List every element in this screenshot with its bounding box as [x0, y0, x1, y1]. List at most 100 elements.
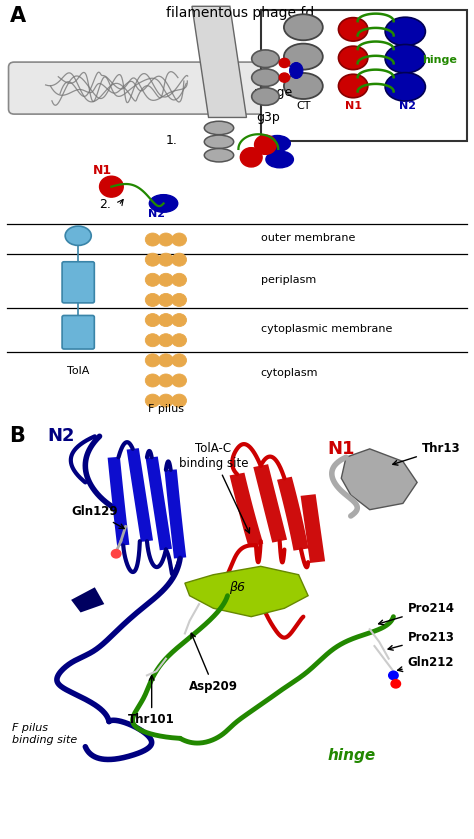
- Text: TolA-C
binding site: TolA-C binding site: [179, 442, 249, 533]
- Circle shape: [158, 394, 173, 407]
- Text: Asp209: Asp209: [189, 633, 238, 692]
- Text: Thr13: Thr13: [393, 442, 460, 465]
- Text: 2.: 2.: [100, 198, 111, 211]
- Circle shape: [279, 59, 290, 68]
- Text: C: C: [74, 231, 82, 241]
- Ellipse shape: [385, 17, 426, 46]
- Text: N2: N2: [47, 427, 75, 446]
- Text: Gln129: Gln129: [71, 505, 124, 529]
- Ellipse shape: [385, 73, 426, 102]
- Text: periplasm: periplasm: [261, 275, 316, 285]
- Polygon shape: [341, 449, 417, 510]
- Text: β6: β6: [229, 581, 245, 594]
- Circle shape: [240, 148, 262, 167]
- FancyBboxPatch shape: [9, 62, 266, 114]
- Ellipse shape: [284, 73, 323, 99]
- Text: g3p: g3p: [256, 112, 280, 124]
- Circle shape: [145, 253, 160, 266]
- Text: N: N: [74, 327, 82, 337]
- Ellipse shape: [290, 62, 303, 78]
- Text: 1.: 1.: [166, 134, 178, 147]
- Polygon shape: [185, 566, 308, 617]
- Circle shape: [279, 73, 290, 82]
- Circle shape: [145, 233, 160, 246]
- Ellipse shape: [338, 46, 368, 70]
- Ellipse shape: [338, 18, 368, 41]
- Ellipse shape: [338, 75, 368, 98]
- Text: N2: N2: [148, 209, 165, 219]
- Ellipse shape: [252, 87, 279, 106]
- FancyBboxPatch shape: [62, 315, 94, 349]
- Circle shape: [172, 253, 187, 266]
- Circle shape: [158, 253, 173, 266]
- Ellipse shape: [264, 136, 290, 152]
- Circle shape: [158, 294, 173, 306]
- Ellipse shape: [252, 69, 279, 86]
- Text: F pilus: F pilus: [148, 404, 184, 414]
- Polygon shape: [277, 477, 309, 550]
- Circle shape: [172, 274, 187, 286]
- Text: N1: N1: [92, 164, 111, 177]
- Bar: [261, 11, 467, 141]
- Circle shape: [172, 233, 187, 246]
- Text: Pro213: Pro213: [388, 631, 455, 650]
- Ellipse shape: [266, 151, 293, 168]
- Ellipse shape: [204, 149, 234, 162]
- Circle shape: [172, 354, 187, 367]
- Text: CT: CT: [296, 101, 310, 111]
- Ellipse shape: [65, 227, 91, 246]
- Circle shape: [158, 314, 173, 326]
- Circle shape: [145, 274, 160, 286]
- Text: cytoplasm: cytoplasm: [261, 368, 318, 378]
- Ellipse shape: [149, 195, 178, 212]
- Circle shape: [389, 671, 398, 680]
- Circle shape: [145, 334, 160, 347]
- Circle shape: [158, 334, 173, 347]
- Circle shape: [158, 274, 173, 286]
- Polygon shape: [108, 456, 129, 546]
- Circle shape: [172, 314, 187, 326]
- Text: TolA: TolA: [67, 367, 90, 376]
- Text: outer membrane: outer membrane: [261, 233, 355, 243]
- Polygon shape: [164, 469, 186, 559]
- Text: B: B: [9, 425, 25, 446]
- Polygon shape: [229, 472, 263, 547]
- Polygon shape: [192, 7, 246, 117]
- Circle shape: [158, 354, 173, 367]
- Circle shape: [172, 294, 187, 306]
- Text: F pilus
binding site: F pilus binding site: [12, 723, 77, 745]
- Ellipse shape: [252, 50, 279, 68]
- Text: M: M: [73, 278, 83, 287]
- Text: Pro214: Pro214: [379, 602, 455, 625]
- Circle shape: [145, 314, 160, 326]
- Circle shape: [255, 135, 276, 154]
- Circle shape: [145, 374, 160, 387]
- Circle shape: [145, 294, 160, 306]
- Circle shape: [158, 233, 173, 246]
- Ellipse shape: [284, 44, 323, 70]
- Circle shape: [100, 176, 123, 197]
- Text: Gln212: Gln212: [398, 656, 454, 671]
- Polygon shape: [146, 456, 172, 550]
- Circle shape: [172, 374, 187, 387]
- Polygon shape: [301, 494, 325, 563]
- Text: N1: N1: [345, 101, 362, 111]
- Text: filamentous phage fd: filamentous phage fd: [166, 7, 314, 20]
- Polygon shape: [127, 448, 153, 542]
- Circle shape: [145, 394, 160, 407]
- Text: Thr101: Thr101: [128, 675, 175, 726]
- Circle shape: [172, 334, 187, 347]
- Circle shape: [111, 550, 121, 558]
- Text: phage: phage: [254, 86, 293, 99]
- Text: hinge: hinge: [422, 55, 457, 65]
- Polygon shape: [253, 464, 287, 543]
- Ellipse shape: [284, 14, 323, 40]
- Polygon shape: [71, 587, 104, 612]
- Ellipse shape: [204, 122, 234, 134]
- FancyBboxPatch shape: [62, 262, 94, 303]
- Text: A: A: [9, 7, 26, 26]
- Text: cytoplasmic membrane: cytoplasmic membrane: [261, 325, 392, 334]
- Ellipse shape: [385, 44, 426, 73]
- Text: hinge: hinge: [327, 748, 375, 763]
- Circle shape: [145, 354, 160, 367]
